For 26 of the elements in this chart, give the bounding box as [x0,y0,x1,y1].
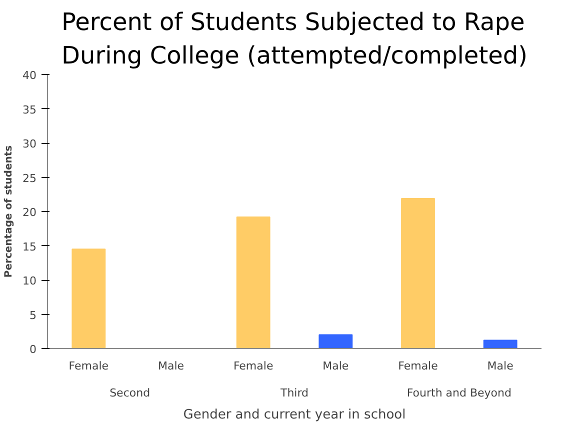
bar [72,248,106,348]
x-tick-label: Female [68,360,109,372]
text: Third [279,386,309,400]
bar [401,198,435,348]
y-tick-label: 40 [22,69,37,82]
x-tick-label: Female [398,360,438,372]
y-tick-label: 0 [30,343,36,356]
y-tick-label: 35 [22,103,37,116]
text: Fourth and Beyond [406,386,512,400]
y-axis-title: Percentage of students [4,145,15,278]
y-tick-label: 20 [22,206,37,219]
bar [318,334,353,348]
y-tick-label: 15 [22,240,37,254]
bar [483,340,518,348]
x-tick-label: Male [322,360,349,372]
y-tick-label: 25 [22,172,37,185]
x-axis-title: Gender and current year in school [183,408,406,422]
x-tick-label: Male [158,360,184,372]
x-tick-label: Male [487,360,514,372]
chart-title: Percent of Students Subjected to Rape During College (attempted/completed) [62,8,528,70]
bar [236,216,270,348]
x-tick-label: Female [233,360,274,372]
y-tick-label: 30 [22,138,37,150]
y-tick-label: 5 [30,308,36,322]
text: Second [110,386,150,400]
y-tick-label: 10 [22,274,37,288]
